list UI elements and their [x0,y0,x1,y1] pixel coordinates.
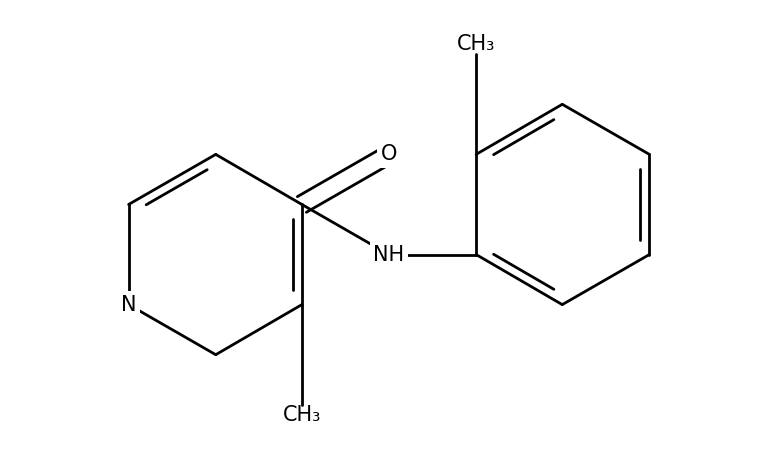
Text: NH: NH [373,245,405,264]
Text: CH₃: CH₃ [457,34,496,54]
Text: N: N [121,295,136,314]
Text: CH₃: CH₃ [282,405,321,425]
Text: O: O [380,145,398,164]
